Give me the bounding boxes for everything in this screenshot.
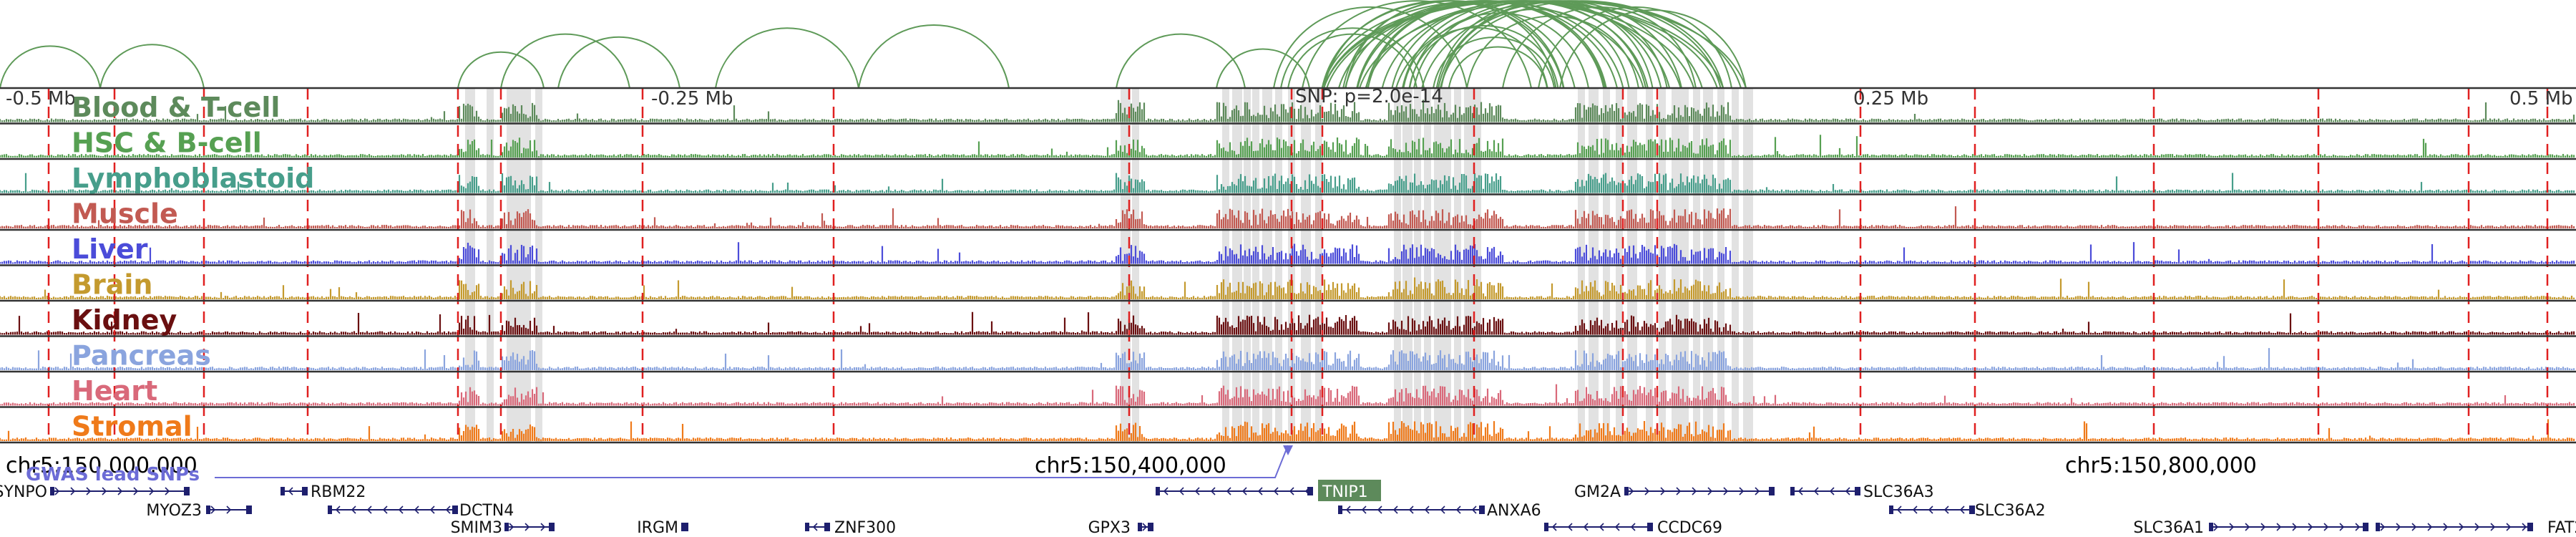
signal-brain xyxy=(0,277,2575,299)
gwas-label: GWAS lead SNPs xyxy=(26,464,200,485)
gene-structure xyxy=(681,523,688,531)
gene-highlight-box xyxy=(1318,480,1381,501)
signal-hsc-b-cell xyxy=(0,135,2575,158)
gene-structure xyxy=(328,505,458,514)
track-label: Lymphoblastoid xyxy=(72,163,314,194)
scale-label-0-25: 0.25 Mb xyxy=(1853,88,1928,110)
gwas-track: GWAS lead SNPs xyxy=(26,445,1293,485)
gene-slc36a2[interactable]: SLC36A2 xyxy=(1975,502,2046,520)
gwas-snp-marker[interactable] xyxy=(1283,445,1293,455)
interaction-arc xyxy=(1337,0,1682,89)
interaction-arc xyxy=(1357,0,1624,89)
gene-myoz3[interactable]: MYOZ3 xyxy=(146,502,202,520)
interaction-arcs xyxy=(0,0,1747,89)
gene-structure xyxy=(50,487,190,495)
gene-anxa6[interactable]: ANXA6 xyxy=(1487,502,1541,520)
gene-ccdc69[interactable]: CCDC69 xyxy=(1657,519,1722,537)
coord-label-3: chr5:150,800,000 xyxy=(2065,453,2257,478)
gene-structure xyxy=(280,487,308,495)
gene-structure xyxy=(1338,505,1485,514)
gene-synpo[interactable]: SYNPO xyxy=(0,483,47,501)
signal-heart xyxy=(0,384,2575,406)
scale-label-minus-0-5: -0.5 Mb xyxy=(6,88,76,110)
gene-dctn4[interactable]: DCTN4 xyxy=(459,502,514,520)
gene-structure xyxy=(2376,523,2533,531)
snp-label: SNP: p=2.0e-14 xyxy=(1295,86,1443,107)
track-label: Muscle xyxy=(72,198,178,230)
gene-structure xyxy=(805,523,830,531)
coord-label-2: chr5:150,400,000 xyxy=(1035,453,1226,478)
gene-irgm[interactable]: IRGM xyxy=(637,519,678,537)
interaction-arc xyxy=(457,51,545,89)
gene-structure xyxy=(2209,523,2368,531)
interaction-arc xyxy=(1433,37,1556,89)
interaction-arc xyxy=(1402,26,1548,89)
interaction-arc xyxy=(1440,0,1668,89)
signal-liver xyxy=(0,242,2575,264)
interaction-arc xyxy=(715,27,859,89)
interaction-arc xyxy=(500,33,630,89)
track-label: Stromal xyxy=(72,411,192,442)
signal-muscle xyxy=(0,206,2575,228)
interaction-arc xyxy=(0,45,101,89)
track-labels: Blood & T-cell HSC & B-cell Lymphoblastoid… xyxy=(72,92,314,442)
track-label: Heart xyxy=(72,375,157,407)
gene-rbm22[interactable]: RBM22 xyxy=(311,483,366,501)
interaction-arc xyxy=(1448,46,1548,89)
gene-structure xyxy=(1138,523,1153,531)
scale-label-minus-0-25: -0.25 Mb xyxy=(651,88,733,110)
scale-label-0-5: 0.5 Mb xyxy=(2509,88,2573,110)
signal-lymphoblastoid xyxy=(0,173,2575,193)
gene-tnip1[interactable]: TNIP1 xyxy=(1322,483,1368,501)
gene-fat2[interactable]: FAT2 xyxy=(2547,519,2576,537)
interaction-arc xyxy=(557,36,680,89)
gene-structure xyxy=(1889,505,1975,514)
gene-slc36a1[interactable]: SLC36A1 xyxy=(2133,519,2204,537)
interaction-arc xyxy=(1439,0,1724,89)
track-label: Brain xyxy=(72,269,152,301)
interaction-arc xyxy=(1216,48,1310,89)
gene-structure xyxy=(1790,487,1860,495)
interaction-arc xyxy=(99,44,205,89)
signal-pancreas xyxy=(0,348,2575,370)
interaction-arc xyxy=(1302,0,1532,89)
gene-smim3[interactable]: SMIM3 xyxy=(451,519,502,537)
track-label: Kidney xyxy=(72,304,177,336)
gene-gpx3[interactable]: GPX3 xyxy=(1088,519,1131,537)
gene-structure xyxy=(1544,523,1653,531)
interaction-arc xyxy=(1342,0,1565,89)
track-label: HSC & B-cell xyxy=(72,127,262,159)
gene-structure xyxy=(504,523,555,531)
gene-structure xyxy=(1624,487,1775,495)
coord-label-1: chr5:150,000,000 xyxy=(6,453,197,478)
track-label: Liver xyxy=(72,233,148,265)
track-separators xyxy=(0,87,2576,444)
gene-structure xyxy=(206,505,252,514)
interaction-arc xyxy=(858,24,1010,89)
gene-slc36a3[interactable]: SLC36A3 xyxy=(1863,483,1934,501)
signal-stromal xyxy=(0,419,2575,441)
interaction-arc xyxy=(1408,25,1559,89)
gene-znf300[interactable]: ZNF300 xyxy=(834,519,896,537)
signal-blood-t-cell xyxy=(0,100,2575,122)
gwas-connector xyxy=(215,445,1289,478)
gene-annotation-track: SYNPO RBM22 TNIP1 GM2A SLC36A3 MYOZ3 DCTN4 ANXA… xyxy=(0,480,2576,537)
interaction-arc xyxy=(1116,33,1246,89)
signal-tracks xyxy=(0,100,2575,441)
signal-kidney xyxy=(0,311,2575,335)
gene-gm2a[interactable]: GM2A xyxy=(1574,483,1621,501)
track-label: Blood & T-cell xyxy=(72,92,280,123)
gene-structure xyxy=(1156,487,1313,495)
track-label: Pancreas xyxy=(72,340,211,372)
coordinate-axis: chr5:150,000,000 chr5:150,400,000 chr5:1… xyxy=(6,453,2257,478)
